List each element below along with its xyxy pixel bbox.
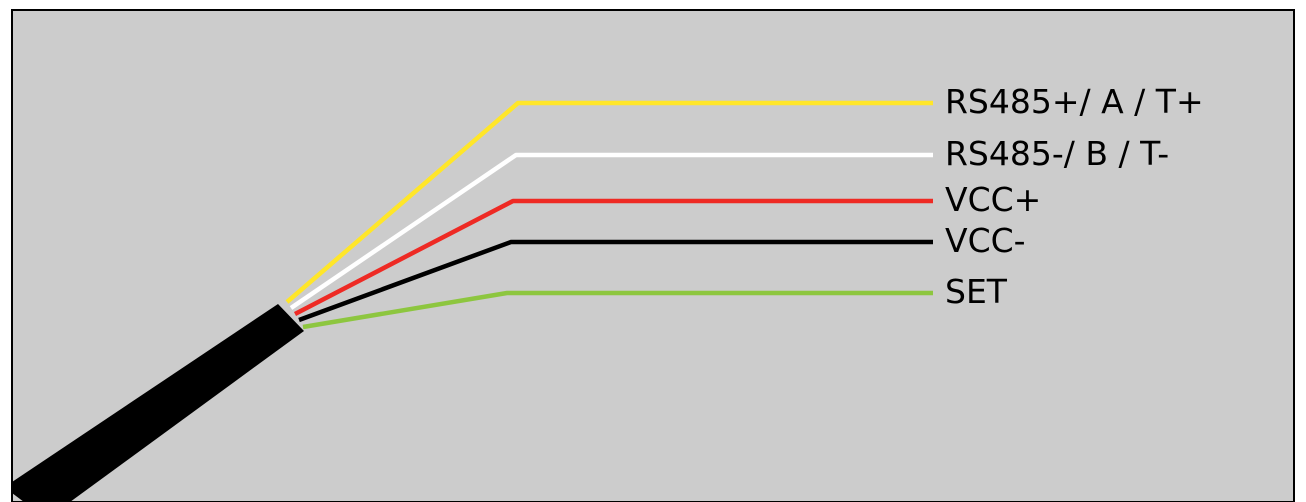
wire-vcc-plus	[293, 198, 933, 316]
wires	[285, 100, 933, 330]
wire-label-rs485-plus: RS485+/ A / T+	[945, 82, 1204, 121]
wire-rs485-minus	[289, 152, 933, 310]
wire-vcc-minus	[298, 239, 933, 323]
diagram-background	[11, 9, 1295, 502]
wire-labels: RS485+/ A / T+ RS485-/ B / T- VCC+VCC- SET	[945, 82, 1204, 311]
wire-label-set: SET	[945, 272, 1008, 311]
wire-rs485-plus	[285, 100, 933, 304]
wire-label-vcc-minus: VCC-	[945, 221, 1026, 260]
wire-set	[302, 290, 933, 330]
wire-label-vcc-plus: VCC+	[945, 180, 1041, 219]
cable-jacket	[12, 304, 304, 502]
wire-label-rs485-minus: RS485-/ B / T-	[945, 134, 1169, 173]
